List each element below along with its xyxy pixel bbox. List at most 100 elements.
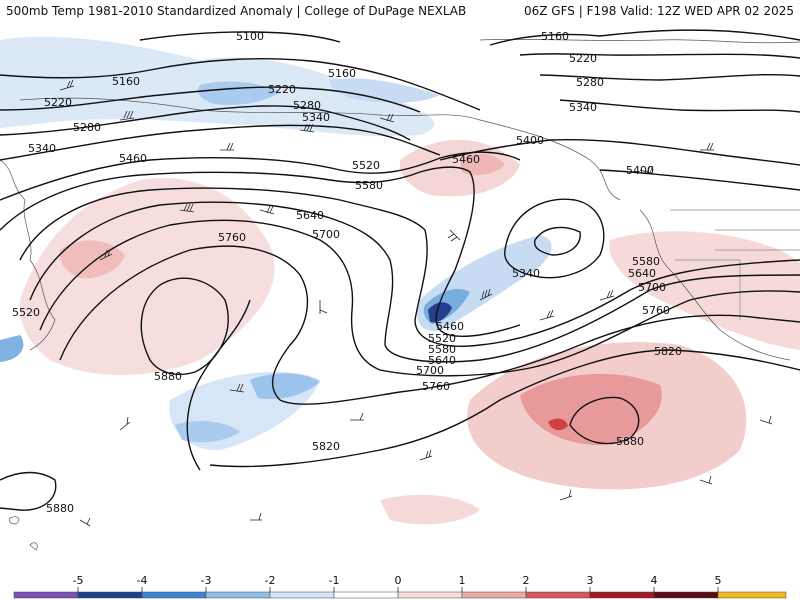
colorbar-tick-label: 4 <box>651 574 658 587</box>
colorbar-tick-label: -1 <box>329 574 340 587</box>
wind-barb <box>419 449 433 461</box>
contour-label: 5400 <box>626 164 654 177</box>
coastline-pacific-nw <box>639 209 791 361</box>
contour-5820 <box>186 299 800 471</box>
contour-label: 5820 <box>312 440 340 453</box>
contour-label: 5580 <box>632 255 660 268</box>
wind-barb <box>759 415 773 425</box>
coastline-alaska <box>19 97 621 201</box>
colorbar-tick-label: -3 <box>201 574 212 587</box>
contour-label: 5640 <box>628 267 656 280</box>
positive-anomaly-ne-core <box>460 153 505 176</box>
contour-label: 5340 <box>512 267 540 280</box>
contour-label: 5760 <box>422 380 450 393</box>
contour-low-inner <box>533 226 581 256</box>
contour-5160 <box>0 29 800 111</box>
contour-label: 5220 <box>569 52 597 65</box>
contour-label: 5280 <box>576 76 604 89</box>
colorbar-swatch <box>461 591 527 599</box>
colorbar-tick-label: -2 <box>265 574 276 587</box>
coastline-northeast <box>479 39 800 44</box>
wind-barb <box>559 489 573 501</box>
wind-barb <box>99 248 113 261</box>
contour-label: 5220 <box>268 83 296 96</box>
wind-barb <box>479 288 493 301</box>
contour-label: 5160 <box>541 30 569 43</box>
colorbar-tick-label: -4 <box>137 574 148 587</box>
contour-label: 5100 <box>236 30 264 43</box>
negative-anomaly-alaska <box>329 78 440 103</box>
contour-label: 5580 <box>428 343 456 356</box>
contour-label: 5460 <box>119 152 147 165</box>
colorbar-swatch <box>77 591 143 599</box>
contour-label: 5280 <box>73 121 101 134</box>
wind-barbs <box>59 79 773 527</box>
contour-label: 5520 <box>12 306 40 319</box>
colorbar-swatch <box>653 591 719 599</box>
contour-label: 5640 <box>428 354 456 367</box>
contour-label: 5700 <box>312 228 340 241</box>
contour-5460 <box>0 151 521 201</box>
contour-label: 5220 <box>44 96 72 109</box>
contour-label: 5160 <box>112 75 140 88</box>
contour-label: 5760 <box>642 304 670 317</box>
negative-anomaly-trough-core <box>428 302 452 323</box>
colorbar-swatch <box>717 591 787 599</box>
contour-5640 <box>29 201 800 363</box>
contour-label: 5340 <box>569 101 597 114</box>
wind-barb <box>179 203 195 213</box>
chart-title: 500mb Temp 1981-2010 Standardized Anomal… <box>6 4 467 18</box>
wind-barb <box>539 309 555 321</box>
height-contours <box>0 29 800 511</box>
negative-anomaly-far-west <box>0 335 24 362</box>
contour-5580 <box>19 187 800 347</box>
colorbar-tick-label: 0 <box>395 574 402 587</box>
contour-5520 <box>0 166 521 338</box>
colorbar-swatches <box>13 591 787 599</box>
contour-low-closed <box>504 198 605 279</box>
contour-label: 5640 <box>296 209 324 222</box>
colorbar-tick-label: 1 <box>459 574 466 587</box>
contour-5700 <box>39 219 800 377</box>
wind-barb <box>229 383 245 393</box>
colorbar-swatch <box>269 591 335 599</box>
wind-barb <box>119 416 131 431</box>
wind-barb <box>59 79 75 91</box>
contour-5880-west <box>140 277 229 376</box>
colorbar-swatch <box>333 591 399 599</box>
contour-label: 5400 <box>516 134 544 147</box>
positive-anomaly-southeast-max <box>548 418 568 431</box>
contour-label: 5160 <box>328 67 356 80</box>
wind-barb <box>379 113 395 123</box>
contour-5280 <box>0 73 800 141</box>
negative-anomaly-southwest-core2 <box>175 420 240 443</box>
wind-barb <box>700 142 714 151</box>
run-valid-time: 06Z GFS | F198 Valid: 12Z WED APR 02 202… <box>523 4 794 18</box>
positive-anomaly-east <box>609 231 800 350</box>
contour-label: 5820 <box>654 345 682 358</box>
coastline-west <box>0 159 56 351</box>
wind-barb <box>319 300 328 314</box>
contour-label: 5340 <box>302 111 330 124</box>
colorbar-swatch <box>205 591 271 599</box>
contour-label: 5280 <box>293 99 321 112</box>
islands-southwest <box>8 516 38 551</box>
contour-label: 5880 <box>616 435 644 448</box>
contour-label: 5580 <box>355 179 383 192</box>
contour-label: 5520 <box>428 332 456 345</box>
contour-label: 5340 <box>28 142 56 155</box>
wind-barb <box>299 123 315 133</box>
contour-label: 5460 <box>452 153 480 166</box>
colorbar-tick-label: 3 <box>587 574 594 587</box>
negative-anomaly-southwest-core <box>250 373 320 400</box>
wind-barb <box>599 289 615 301</box>
contour-label: 5700 <box>638 281 666 294</box>
wind-barb <box>699 475 713 485</box>
wind-barb <box>250 512 262 521</box>
contour-5100 <box>139 31 341 43</box>
colorbar-tick-label: -5 <box>73 574 84 587</box>
contour-5880-east <box>569 396 640 445</box>
title-bar: 500mb Temp 1981-2010 Standardized Anomal… <box>0 0 800 22</box>
contour-5880-southwest <box>0 471 57 511</box>
